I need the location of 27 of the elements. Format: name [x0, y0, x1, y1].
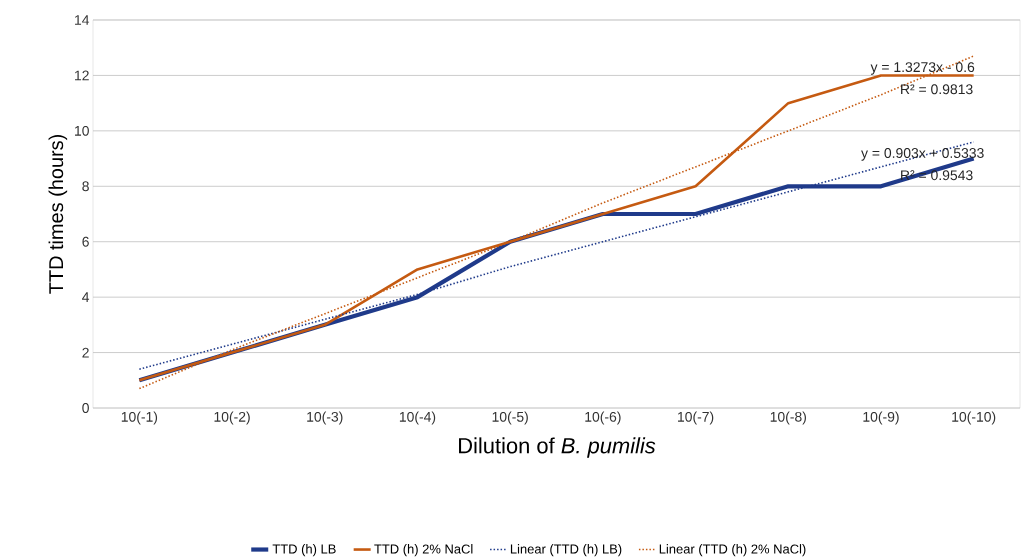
x-tick-label: 10(-4)	[399, 411, 436, 425]
x-tick-label: 10(-1)	[121, 411, 158, 425]
y-tick-label: 6	[82, 236, 89, 247]
y-tick-label: 8	[82, 181, 89, 192]
x-tick-label: 10(-10)	[952, 411, 996, 425]
annotation: y = 1.3273x - 0.6	[870, 62, 975, 75]
y-axis-title: TTD times (hours)	[48, 134, 68, 294]
x-tick-label: 10(-5)	[492, 411, 528, 425]
legend-label: Linear (TTD (h) LB)	[510, 544, 622, 557]
x-tick-label: 10(-8)	[770, 411, 806, 425]
y-tick-label: 2	[82, 347, 89, 358]
x-tick-label: 10(-6)	[585, 411, 621, 425]
legend-label: Linear (TTD (h) 2% NaCl)	[659, 544, 806, 557]
x-tick-label: 10(-3)	[307, 411, 343, 425]
y-tick-label: 12	[75, 70, 89, 81]
annotation: R² = 0.9813	[901, 84, 973, 95]
x-axis-title: Dilution of B. pumilis	[459, 437, 656, 458]
legend-label: TTD (h) LB	[272, 544, 336, 557]
legend-label: TTD (h) 2% NaCl	[374, 544, 473, 557]
y-tick-label: 0	[82, 403, 89, 413]
y-tick-label: 4	[82, 292, 90, 302]
annotation: y = 0.903x + 0.5333	[861, 148, 984, 161]
x-tick-label: 10(-2)	[214, 411, 250, 425]
y-tick-label: 14	[75, 15, 90, 25]
x-tick-label: 10(-9)	[863, 411, 899, 425]
y-tick-label: 10	[75, 125, 89, 136]
x-tick-label: 10(-7)	[678, 411, 714, 425]
